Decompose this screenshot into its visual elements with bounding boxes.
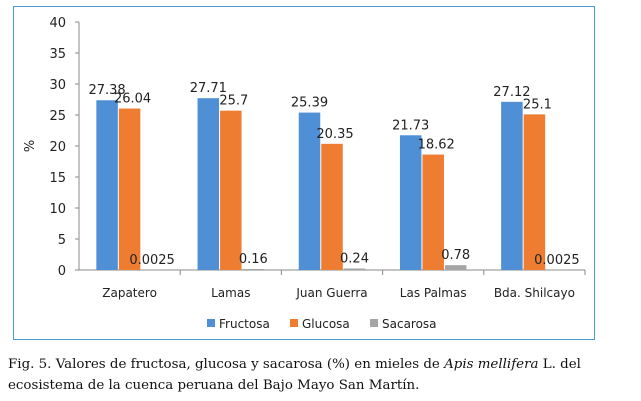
bar-sacarosa — [444, 265, 467, 270]
y-tick-label: 0 — [58, 264, 66, 279]
data-label: 21.73 — [392, 118, 429, 133]
x-tick-label: Bda. Shilcayo — [494, 286, 575, 300]
data-label: 0.0025 — [534, 253, 580, 268]
bar-glucosa — [321, 143, 343, 270]
caption-suffix: L. del — [538, 357, 581, 372]
x-tick-label: Lamas — [211, 286, 250, 300]
x-tick-label: Las Palmas — [400, 286, 467, 300]
bar-sacarosa — [141, 269, 163, 270]
x-tick-label: Zapatero — [102, 286, 157, 300]
x-tick-label: Juan Guerra — [295, 286, 367, 300]
data-label: 20.35 — [316, 127, 353, 142]
bar-fructosa — [96, 100, 118, 270]
bar-sacarosa — [343, 268, 366, 270]
bar-fructosa — [298, 112, 321, 270]
data-label: 0.16 — [239, 252, 268, 267]
bar-sacarosa — [546, 269, 568, 270]
caption-line-1: Fig. 5. Valores de fructosa, glucosa y s… — [8, 354, 634, 375]
bar-glucosa — [118, 108, 141, 270]
y-tick-label: 30 — [49, 78, 66, 93]
bar-glucosa — [220, 110, 242, 270]
data-label: 25.1 — [523, 97, 552, 112]
data-label: 0.78 — [441, 248, 470, 263]
y-tick-label: 40 — [49, 16, 66, 31]
legend-swatch-fructosa — [207, 319, 215, 327]
y-tick-label: 20 — [49, 140, 66, 155]
data-label: 0.24 — [340, 252, 369, 267]
bar-glucosa — [523, 114, 546, 270]
bar-fructosa — [399, 135, 422, 270]
bar-sacarosa — [242, 269, 265, 270]
legend-label-fructosa: Fructosa — [219, 317, 270, 331]
legend-swatch-sacarosa — [370, 319, 378, 327]
bar-glucosa — [422, 154, 444, 270]
y-axis-label: % — [23, 140, 38, 152]
y-tick-label: 25 — [49, 109, 66, 124]
caption-prefix: Fig. 5. Valores de fructosa, glucosa y s… — [8, 357, 445, 372]
legend-label-glucosa: Glucosa — [302, 317, 350, 331]
y-tick-label: 35 — [49, 47, 66, 62]
data-label: 25.7 — [219, 94, 248, 109]
bar-chart: 0 5 10 15 20 25 30 35 40% Zapatero Lamas Juan Guerr… — [23, 16, 586, 331]
data-label: 25.39 — [291, 96, 328, 111]
data-label: 27.38 — [88, 83, 125, 98]
data-label: 27.71 — [190, 81, 227, 96]
y-tick-label: 10 — [49, 202, 66, 217]
caption-line-2: ecosistema de la cuenca peruana del Bajo… — [8, 378, 420, 393]
y-tick-label: 5 — [58, 233, 66, 248]
data-label: 18.62 — [418, 138, 455, 153]
bar-fructosa — [501, 101, 523, 270]
legend-label-sacarosa: Sacarosa — [382, 317, 437, 331]
y-tick-label: 15 — [49, 171, 66, 186]
bar-fructosa — [197, 98, 220, 270]
figure-caption: Fig. 5. Valores de fructosa, glucosa y s… — [8, 354, 634, 396]
data-label: 27.12 — [493, 85, 530, 100]
legend-swatch-glucosa — [290, 319, 298, 327]
data-label: 0.0025 — [129, 253, 175, 268]
data-label: 26.04 — [114, 92, 151, 107]
caption-species: Apis mellifera — [444, 357, 539, 372]
